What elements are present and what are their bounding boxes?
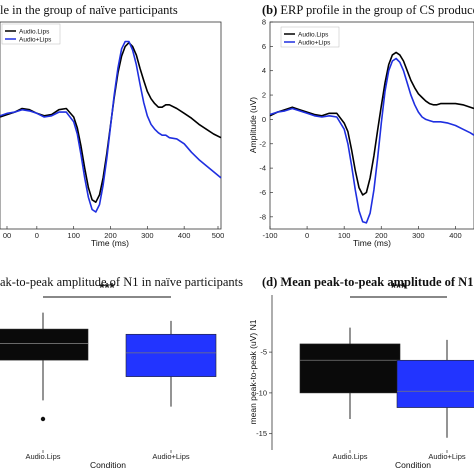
x-tick-label: 500	[212, 231, 225, 240]
legend-label: Audio.Lips	[19, 28, 50, 35]
panel-b-ylabel: Amplitude (uV)	[248, 97, 258, 153]
significance-stars: ***	[391, 280, 407, 295]
x-tick-label: 0	[35, 231, 39, 240]
outlier-point	[40, 416, 46, 422]
panel-d-xlabel: Condition	[395, 460, 431, 470]
panel-d-ylabel: mean peak-to-peak (uV) N1	[248, 319, 258, 424]
significance-stars: ***	[99, 280, 115, 295]
panel-b-title: (b) ERP profile in the group of CS produ…	[262, 3, 474, 17]
x-tick-label: 0	[305, 231, 309, 240]
y-tick-label: -8	[259, 212, 266, 221]
x-tick-label: 400	[178, 231, 191, 240]
y-tick-label: 2	[262, 91, 266, 100]
y-tick-label: 6	[262, 42, 266, 51]
series-line-audio-lips	[269, 51, 474, 196]
x-tick-label: 100	[67, 231, 80, 240]
box-audio-plus-lips	[125, 333, 217, 377]
panel-d-title-text: (d) Mean peak-to-peak amplitude of N1 in…	[262, 275, 474, 289]
panel-b-title-text: ERP profile in the group of CS producer	[280, 3, 474, 17]
panel-b-frame	[269, 21, 474, 230]
x-tick-label: 400	[449, 231, 462, 240]
y-tick-label: 8	[262, 18, 266, 27]
series-line-audio-lips	[0, 40, 222, 213]
series-line-audio-lips	[269, 57, 474, 224]
category-label: Audio.Lips	[25, 452, 60, 461]
x-tick-label: 300	[412, 231, 425, 240]
legend-label: Audio.Lips	[298, 31, 329, 38]
box-audio-lips	[0, 328, 89, 361]
box-audio-plus-lips	[396, 359, 474, 408]
category-label: Audio.Lips	[332, 452, 367, 461]
x-tick-label: 200	[375, 231, 388, 240]
legend-label: Audio+Lips	[298, 39, 331, 46]
y-tick-label: -10	[256, 388, 267, 397]
x-tick-label: -100	[262, 231, 277, 240]
y-tick-label: -6	[259, 188, 266, 197]
panel-d: (d) Mean peak-to-peak amplitude of N1 in…	[248, 275, 474, 470]
panel-b: (b) ERP profile in the group of CS produ…	[248, 3, 474, 248]
panel-a: le in the group of naïve participants 00…	[0, 3, 224, 248]
legend-label: Audio+Lips	[19, 36, 52, 43]
x-tick-label: 300	[141, 231, 154, 240]
y-tick-label: -4	[259, 164, 266, 173]
panel-c: ak-to-peak amplitude of N1 in naïve part…	[0, 275, 243, 470]
panel-c-xlabel: Condition	[90, 460, 126, 470]
y-tick-label: 4	[262, 66, 266, 75]
x-tick-label: 00	[3, 231, 11, 240]
panel-d-title: (d) Mean peak-to-peak amplitude of N1 in…	[262, 275, 474, 289]
y-tick-label: -15	[256, 429, 267, 438]
legend-box	[1, 23, 61, 45]
panel-b-xlabel: Time (ms)	[353, 238, 391, 248]
category-label: Audio+Lips	[152, 452, 190, 461]
legend-box	[280, 26, 340, 48]
x-tick-label: 100	[338, 231, 351, 240]
category-label: Audio+Lips	[428, 452, 466, 461]
x-tick-label: 200	[104, 231, 117, 240]
panel-a-xlabel: Time (ms)	[91, 238, 129, 248]
y-tick-label: 0	[262, 115, 266, 124]
panel-b-title-letter: (b)	[262, 3, 280, 17]
panel-a-title: le in the group of naïve participants	[0, 3, 178, 17]
panel-c-title: ak-to-peak amplitude of N1 in naïve part…	[0, 275, 243, 289]
box-audio-lips	[299, 343, 401, 394]
y-tick-label: -2	[259, 139, 266, 148]
y-tick-label: -5	[260, 348, 267, 357]
